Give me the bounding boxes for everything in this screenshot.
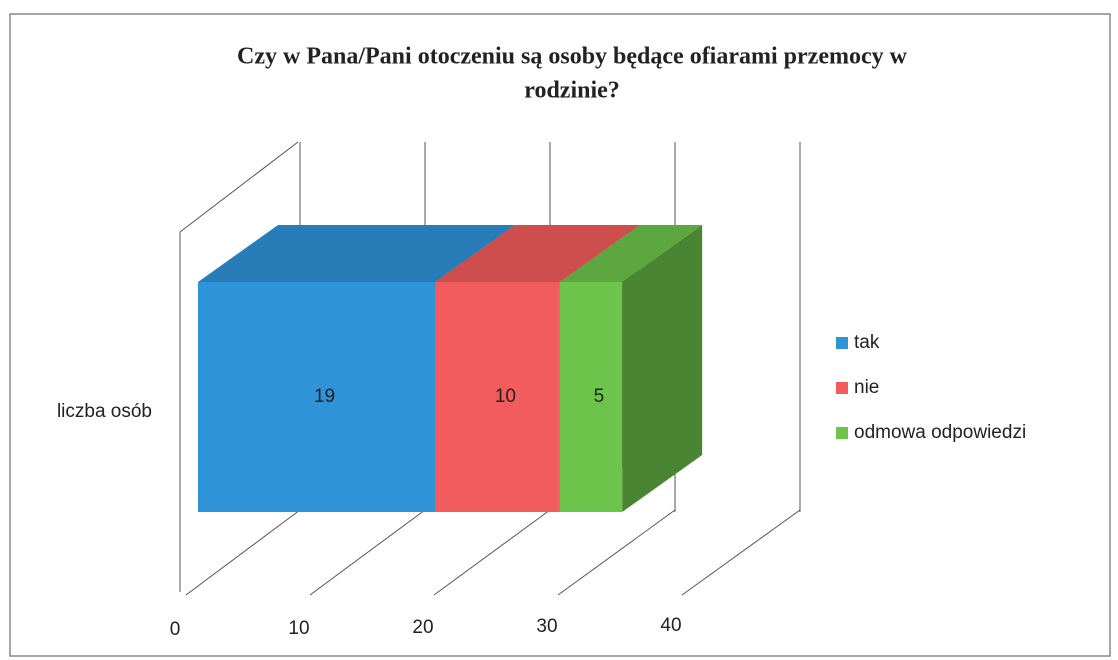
legend-swatch [836,382,848,394]
bar-top [198,225,516,282]
x-tick-label: 40 [660,615,681,636]
floor-grid-line [185,509,301,596]
chart-title: rodzinie? [524,78,620,104]
x-tick-label: 20 [412,617,433,638]
x-tick-label: 10 [288,618,309,639]
side-wall-edge [179,141,299,233]
x-tick-label: 30 [536,616,557,637]
data-label: 19 [314,386,335,407]
data-label: 5 [594,386,605,407]
legend-label: tak [854,332,880,353]
legend-swatch [836,427,848,439]
legend-label: nie [854,377,879,398]
bar-top [559,225,703,282]
y-tick-label: liczba osób [57,401,152,422]
floor-grid-line [309,509,426,596]
data-label: 10 [495,386,516,407]
bar-top [435,225,640,282]
bar [559,282,623,512]
floor-grid-line [557,509,676,596]
bar-side [622,225,703,512]
chart-title: Czy w Pana/Pani otoczeniu są osoby będąc… [237,44,908,70]
x-tick-label: 0 [170,619,181,640]
floor-grid-line [681,509,801,596]
floor-grid-line [433,509,551,596]
legend-swatch [836,337,848,349]
legend-label: odmowa odpowiedzi [854,422,1026,443]
bar [198,282,436,512]
bar [435,282,560,512]
